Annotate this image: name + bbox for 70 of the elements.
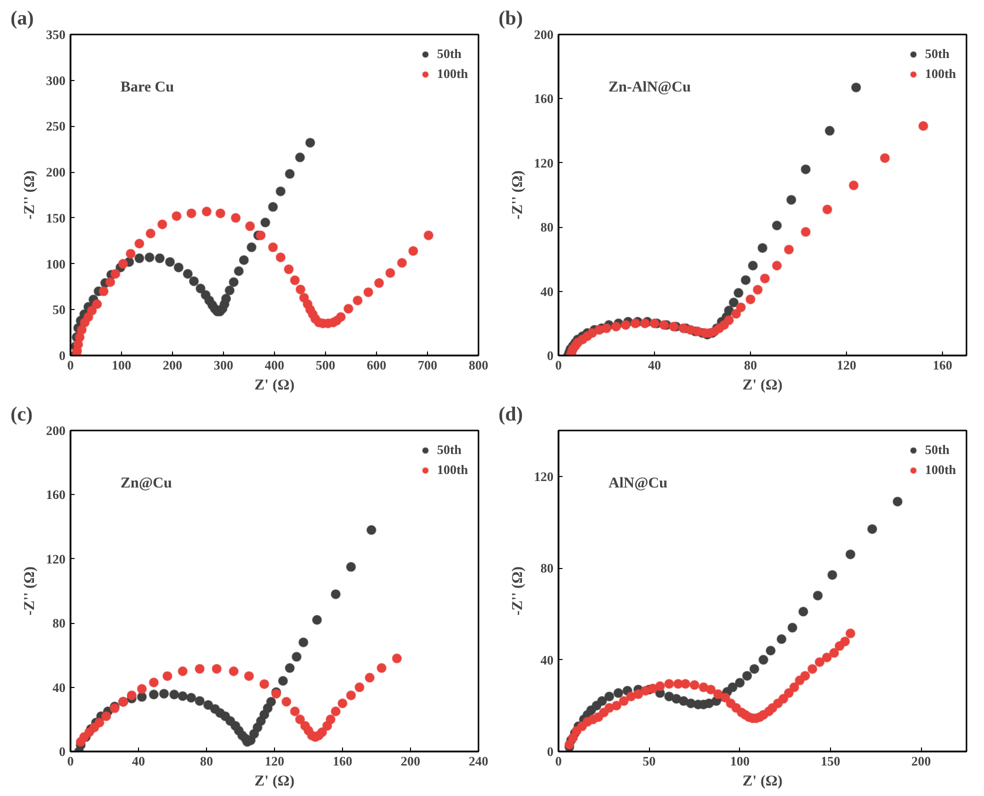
y-tick-label: 0 — [59, 744, 66, 759]
x-tick-label: 300 — [214, 358, 234, 372]
annotation: Zn@Cu — [120, 476, 172, 492]
y-tick-label: 350 — [46, 27, 66, 42]
annotation: AlN@Cu — [608, 476, 668, 492]
y-tick-label: 100 — [46, 256, 66, 272]
x-tick-label: 600 — [366, 358, 386, 372]
x-tick-label: 200 — [162, 358, 182, 372]
x-tick-label: 240 — [468, 754, 488, 768]
y-tick-label: 0 — [59, 348, 66, 363]
x-tick-label: 50 — [642, 754, 656, 768]
legend-label: 100th — [924, 462, 956, 478]
y-tick-label: 120 — [534, 468, 554, 484]
y-tick-label: 40 — [52, 680, 66, 695]
x-tick-label: 40 — [648, 358, 661, 372]
y-tick-label: 200 — [46, 164, 66, 180]
x-tick-label: 120 — [264, 754, 284, 768]
x-axis-title: Z' (Ω) — [254, 378, 294, 394]
y-tick-label: 0 — [547, 744, 554, 759]
y-tick-label: 300 — [46, 72, 66, 88]
x-tick-label: 100 — [112, 358, 132, 372]
y-tick-label: 80 — [540, 560, 554, 576]
y-tick-label: 250 — [46, 118, 66, 134]
legend-label: 50th — [924, 442, 950, 458]
chart-title: (d) — [498, 404, 523, 426]
annotation: Bare Cu — [120, 80, 174, 96]
x-tick-label: 160 — [332, 754, 352, 768]
legend-label: 50th — [924, 46, 950, 62]
y-axis-title: -Z'' (Ω) — [22, 566, 38, 616]
y-tick-label: 40 — [540, 284, 554, 299]
y-tick-label: 40 — [540, 652, 554, 668]
x-axis-title: Z' (Ω) — [742, 774, 782, 790]
y-tick-label: 200 — [46, 423, 66, 438]
y-axis-title: -Z'' (Ω) — [22, 170, 38, 220]
y-tick-label: 120 — [46, 551, 66, 566]
y-tick-label: 50 — [52, 302, 66, 318]
x-tick-label: 800 — [468, 358, 488, 372]
x-tick-label: 160 — [932, 358, 952, 372]
legend-label: 100th — [436, 66, 468, 82]
y-tick-label: 150 — [46, 210, 66, 226]
y-tick-label: 120 — [534, 155, 554, 170]
y-axis-title: -Z'' (Ω) — [510, 170, 526, 220]
y-tick-label: 80 — [540, 220, 554, 235]
legend-label: 50th — [436, 442, 462, 458]
chart-title: (a) — [10, 8, 34, 30]
x-tick-label: 200 — [911, 754, 931, 768]
x-tick-label: 80 — [744, 358, 757, 372]
annotation: Zn-AlN@Cu — [608, 80, 691, 96]
x-tick-label: 150 — [820, 754, 840, 768]
x-axis-title: Z' (Ω) — [742, 378, 782, 394]
chart-title: (c) — [10, 404, 33, 426]
legend-label: 100th — [436, 462, 468, 478]
y-tick-label: 80 — [52, 616, 66, 631]
y-tick-label: 160 — [46, 487, 66, 502]
x-tick-label: 700 — [418, 358, 438, 372]
x-tick-label: 400 — [264, 358, 284, 372]
legend-label: 50th — [436, 46, 462, 62]
y-axis-title: -Z'' (Ω) — [510, 566, 526, 616]
x-tick-label: 500 — [316, 358, 336, 372]
x-tick-label: 40 — [132, 754, 145, 768]
legend-label: 100th — [924, 66, 956, 82]
x-tick-label: 120 — [836, 358, 856, 372]
x-tick-label: 100 — [730, 754, 750, 768]
x-tick-label: 200 — [400, 754, 420, 768]
y-tick-label: 0 — [547, 348, 554, 363]
x-axis-title: Z' (Ω) — [254, 774, 294, 790]
y-tick-label: 200 — [534, 27, 554, 42]
y-tick-label: 160 — [534, 91, 554, 106]
chart-title: (b) — [498, 8, 523, 30]
x-tick-label: 80 — [200, 754, 213, 768]
